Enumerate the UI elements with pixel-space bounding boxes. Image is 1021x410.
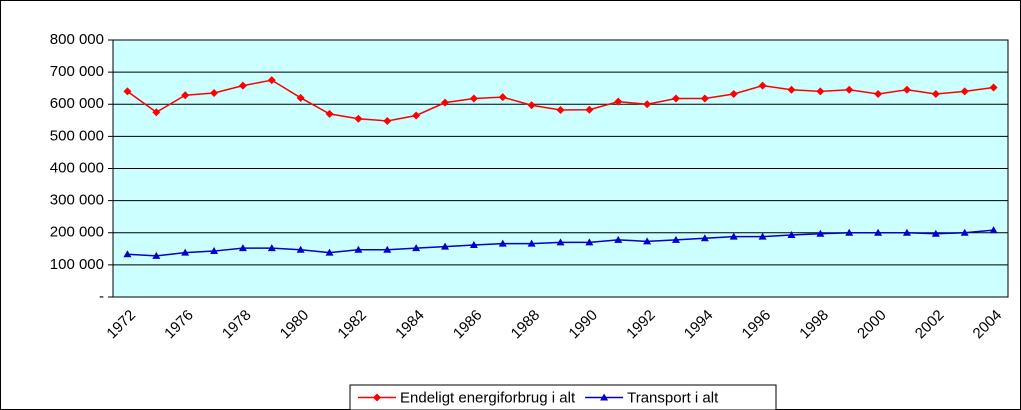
- marker: [960, 87, 969, 96]
- marker: [614, 235, 623, 243]
- legend-marker: [373, 393, 381, 402]
- marker: [902, 85, 911, 94]
- marker: [325, 109, 334, 118]
- y-tick-label: 200 000: [50, 224, 104, 241]
- marker: [960, 228, 969, 236]
- y-tick-label: 600 000: [50, 95, 104, 112]
- legend-box: [349, 384, 777, 410]
- plot-border: [112, 39, 1009, 298]
- marker: [643, 237, 652, 245]
- y-tick-label: 800 000: [50, 31, 104, 48]
- marker: [123, 250, 132, 258]
- marker: [729, 232, 738, 240]
- marker: [527, 239, 536, 247]
- marker: [441, 242, 450, 250]
- marker: [325, 248, 334, 256]
- y-tick-label: 400 000: [50, 159, 104, 176]
- marker: [585, 105, 594, 114]
- marker: [152, 108, 161, 117]
- marker: [412, 244, 421, 252]
- marker: [296, 245, 305, 253]
- marker: [441, 98, 450, 107]
- marker: [556, 238, 565, 246]
- marker: [585, 238, 594, 246]
- marker: [671, 94, 680, 103]
- marker: [238, 81, 247, 90]
- legend-label: Transport i alt: [627, 389, 719, 406]
- marker: [354, 245, 363, 253]
- marker: [123, 87, 132, 96]
- marker: [267, 244, 276, 252]
- marker: [383, 245, 392, 253]
- marker: [845, 85, 854, 94]
- marker: [152, 251, 161, 259]
- marker: [671, 235, 680, 243]
- marker: [210, 247, 219, 255]
- marker: [758, 232, 767, 240]
- marker: [527, 101, 536, 110]
- marker: [700, 234, 709, 242]
- marker: [267, 76, 276, 85]
- legend-label: Endeligt energiforbrug i alt: [400, 389, 576, 406]
- marker: [729, 89, 738, 98]
- marker: [989, 226, 998, 234]
- marker: [874, 228, 883, 236]
- marker: [700, 94, 709, 103]
- marker: [383, 116, 392, 125]
- marker: [931, 229, 940, 237]
- marker: [845, 228, 854, 236]
- marker: [238, 244, 247, 252]
- marker: [874, 89, 883, 98]
- marker: [816, 87, 825, 96]
- marker: [469, 240, 478, 248]
- marker: [498, 239, 507, 247]
- marker: [469, 94, 478, 103]
- marker: [758, 81, 767, 90]
- marker: [181, 91, 190, 100]
- marker: [296, 93, 305, 102]
- marker: [643, 100, 652, 109]
- y-tick-label: 100 000: [50, 256, 104, 273]
- marker: [902, 228, 911, 236]
- legend: Endeligt energiforbrug i alt Transport i …: [349, 384, 777, 410]
- marker: [181, 248, 190, 256]
- marker: [498, 93, 507, 102]
- marker: [787, 230, 796, 238]
- y-tick-label: -: [99, 288, 104, 305]
- marker: [412, 111, 421, 120]
- marker: [816, 229, 825, 237]
- marker: [787, 85, 796, 94]
- marker: [989, 83, 998, 92]
- y-tick-label: 700 000: [50, 63, 104, 80]
- marker: [354, 114, 363, 123]
- marker: [210, 89, 219, 98]
- y-tick-label: 300 000: [50, 192, 104, 209]
- marker: [556, 106, 565, 115]
- y-tick-label: 500 000: [50, 127, 104, 144]
- marker: [931, 89, 940, 98]
- marker: [614, 97, 623, 106]
- legend-marker: [600, 393, 609, 401]
